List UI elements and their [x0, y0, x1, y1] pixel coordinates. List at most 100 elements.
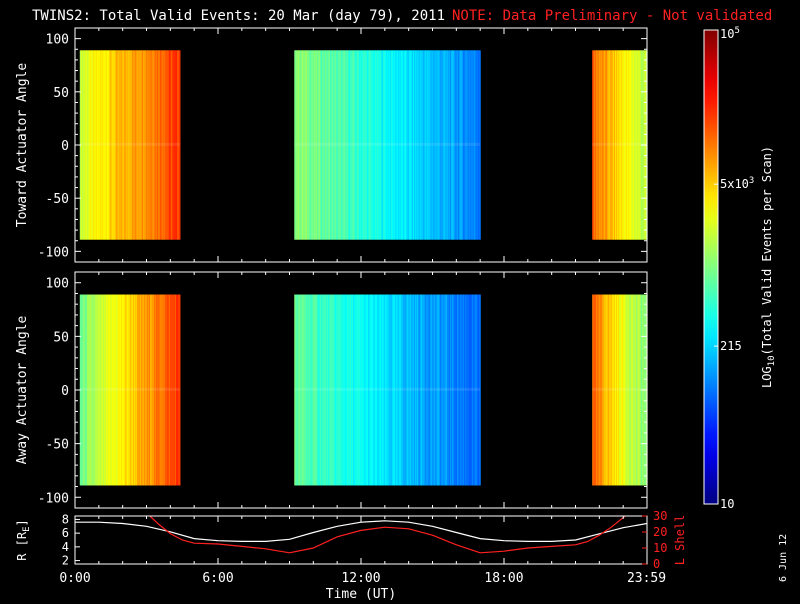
- heatmap-column: [618, 50, 620, 240]
- heatmap-column: [339, 50, 341, 240]
- heatmap-column: [449, 294, 451, 486]
- heatmap-column: [126, 50, 129, 240]
- heatmap-column: [334, 294, 336, 486]
- heatmap-column: [333, 294, 335, 486]
- heatmap-column: [599, 50, 601, 240]
- heatmap-column: [85, 50, 88, 240]
- heatmap-column: [445, 294, 447, 486]
- heatmap-column: [125, 50, 128, 240]
- heatmap-column: [442, 294, 444, 486]
- heatmap-column: [327, 294, 329, 486]
- heatmap-column: [619, 294, 621, 486]
- heatmap-column: [612, 50, 614, 240]
- heatmap-column: [414, 294, 416, 486]
- heatmap-column: [102, 50, 105, 240]
- heatmap-column: [634, 50, 636, 240]
- heatmap-column: [365, 50, 367, 240]
- heatmap-column: [635, 294, 637, 486]
- heatmap-column: [478, 294, 480, 486]
- heatmap-column: [466, 50, 468, 240]
- heatmap-column: [170, 294, 173, 486]
- heatmap-column: [436, 50, 438, 240]
- heatmap-column: [309, 294, 311, 486]
- heatmap-column: [111, 294, 114, 486]
- heatmap-column: [632, 50, 634, 240]
- heatmap-column: [426, 50, 428, 240]
- heatmap-column: [439, 50, 441, 240]
- y-tick-label: 50: [53, 330, 69, 345]
- heatmap-column: [118, 50, 121, 240]
- heatmap-column: [335, 294, 337, 486]
- heatmap-column: [420, 50, 422, 240]
- heatmap-column: [385, 50, 387, 240]
- heatmap-column: [597, 294, 599, 486]
- heatmap-column: [137, 50, 140, 240]
- heatmap-column: [380, 50, 382, 240]
- heatmap-column: [418, 294, 420, 486]
- heatmap-column: [598, 294, 600, 486]
- heatmap-column: [341, 294, 343, 486]
- heatmap-column: [88, 294, 91, 486]
- heatmap-column: [95, 294, 98, 486]
- colorbar-label: 5x103: [720, 176, 754, 191]
- heatmap-column: [95, 50, 98, 240]
- heatmap-column: [168, 294, 171, 486]
- heatmap-column: [612, 294, 614, 486]
- heatmap-column: [601, 294, 603, 486]
- heatmap-column: [629, 50, 631, 240]
- heatmap-column: [92, 294, 95, 486]
- heatmap-column: [611, 294, 613, 486]
- heatmap-column: [149, 50, 152, 240]
- heatmap-column: [437, 50, 439, 240]
- heatmap-column: [399, 294, 401, 486]
- heatmap-column: [120, 50, 123, 240]
- heatmap-column: [162, 294, 165, 486]
- heatmap-column: [146, 50, 149, 240]
- heatmap-column: [620, 294, 622, 486]
- heatmap-column: [128, 294, 131, 486]
- heatmap-column: [311, 50, 313, 240]
- heatmap-column: [399, 50, 401, 240]
- heatmap-column: [313, 294, 315, 486]
- heatmap-column: [613, 50, 615, 240]
- heatmap-column: [109, 294, 112, 486]
- heatmap-column: [472, 50, 474, 240]
- plot-title: TWINS2: Total Valid Events: 20 Mar (day …: [32, 8, 445, 24]
- heatmap-column: [176, 294, 179, 486]
- heatmap-column: [473, 50, 475, 240]
- heatmap-column: [636, 294, 638, 486]
- heatmap-column: [315, 294, 317, 486]
- heatmap-column: [304, 294, 306, 486]
- heatmap-column: [427, 50, 429, 240]
- heatmap-column: [446, 50, 448, 240]
- heatmap-column: [403, 294, 405, 486]
- heatmap-column: [175, 294, 178, 486]
- heatmap-column: [81, 50, 84, 240]
- y-tick-label: 6: [62, 526, 69, 540]
- heatmap-column: [421, 50, 423, 240]
- heatmap-column: [328, 50, 330, 240]
- heatmap-column: [172, 294, 175, 486]
- heatmap-column: [149, 294, 152, 486]
- heatmap-column: [150, 294, 153, 486]
- heatmap-column: [450, 50, 452, 240]
- heatmap-column: [623, 50, 625, 240]
- heatmap-column: [408, 294, 410, 486]
- heatmap-column: [100, 294, 103, 486]
- heatmap-column: [466, 294, 468, 486]
- heatmap-column: [371, 50, 373, 240]
- heatmap-column: [464, 294, 466, 486]
- heatmap-column: [610, 50, 612, 240]
- heatmap-column: [303, 50, 305, 240]
- heatmap-column: [356, 50, 358, 240]
- heatmap-column: [326, 50, 328, 240]
- heatmap-column: [297, 50, 299, 240]
- heatmap-column: [441, 294, 443, 486]
- heatmap-column: [152, 50, 155, 240]
- heatmap-column: [458, 50, 460, 240]
- heatmap-column: [452, 50, 454, 240]
- heatmap-column: [401, 50, 403, 240]
- heatmap-column: [370, 294, 372, 486]
- heatmap-column: [166, 294, 169, 486]
- heatmap-column: [437, 294, 439, 486]
